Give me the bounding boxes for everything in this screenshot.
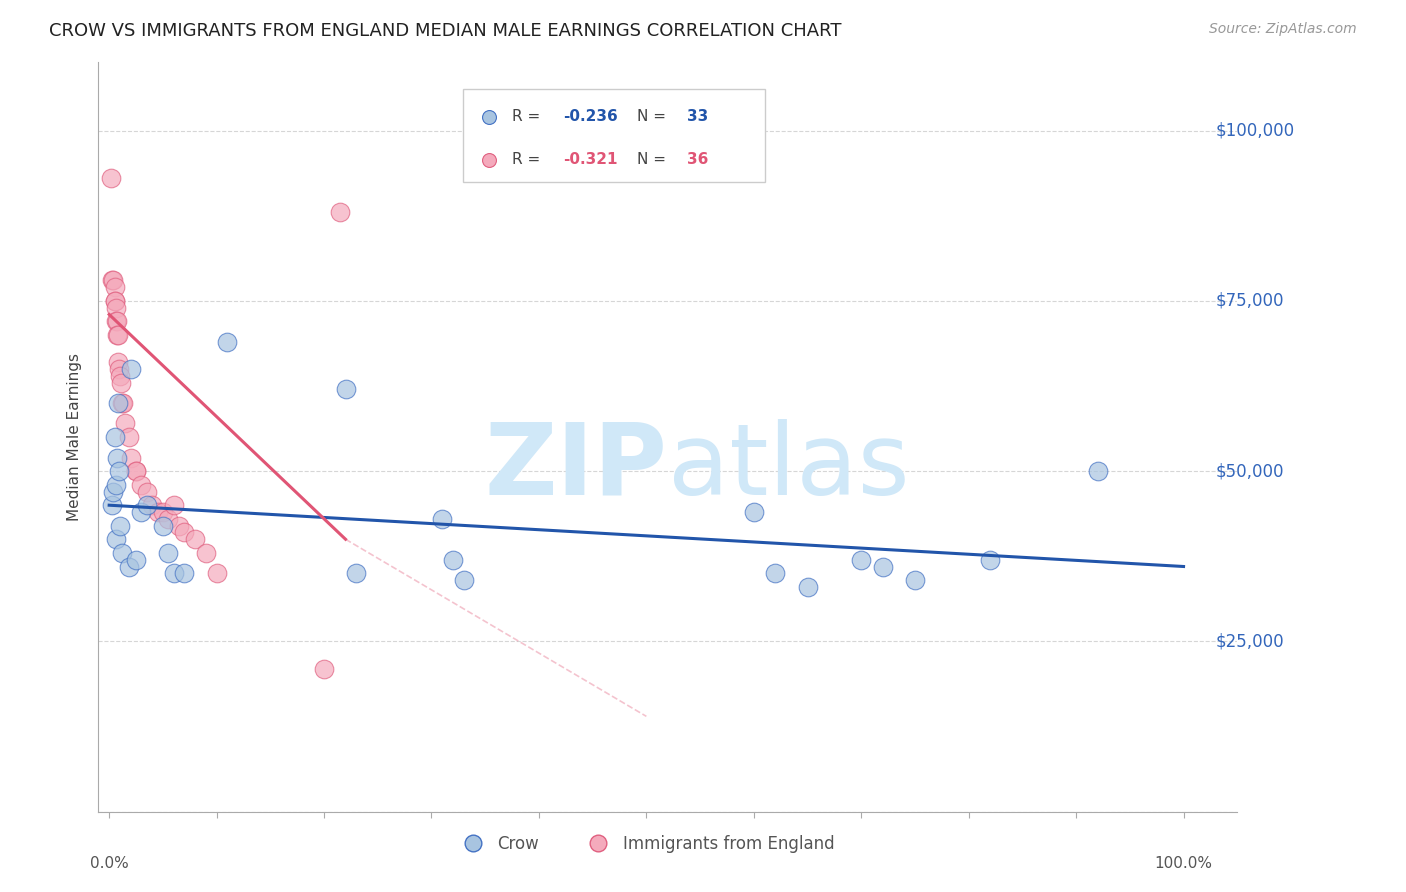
Text: N =: N = [637,109,671,124]
Text: $50,000: $50,000 [1216,462,1284,480]
Point [110,376,132,390]
Point [173,525,195,540]
Point [103,280,125,294]
Point [101,498,124,512]
Point [120,362,142,376]
Point [173,566,195,581]
Point [117,430,139,444]
Point [152,518,174,533]
Point [100,171,122,186]
Text: -0.236: -0.236 [562,109,617,124]
Point [184,533,207,547]
Point [103,273,125,287]
Text: -0.321: -0.321 [562,153,617,167]
Point [344,566,367,581]
Point [217,334,239,349]
Point [107,396,129,410]
Point [312,662,335,676]
Point [103,484,125,499]
Point [167,518,190,533]
Point [432,512,454,526]
Point [796,580,818,594]
Point [111,396,134,410]
Point [105,314,128,328]
Text: Source: ZipAtlas.com: Source: ZipAtlas.com [1209,22,1357,37]
Point [329,205,352,219]
Point [157,512,180,526]
Point [131,505,153,519]
Point [114,417,136,431]
Point [108,518,131,533]
Point [872,559,894,574]
Point [135,484,157,499]
Point [108,362,131,376]
Point [101,273,124,287]
Point [105,327,128,342]
Point [335,383,357,397]
Point [131,477,153,491]
Text: $25,000: $25,000 [1216,632,1285,650]
Text: $100,000: $100,000 [1216,121,1295,139]
Point [108,368,131,383]
Point [104,301,127,315]
Text: 0.0%: 0.0% [90,856,128,871]
Text: R =: R = [512,109,546,124]
Point [111,546,134,560]
Point [763,566,786,581]
Point [112,396,135,410]
Text: $75,000: $75,000 [1216,292,1284,310]
Point [103,293,125,308]
Point [103,293,125,308]
Point [108,464,131,478]
Point [105,450,128,465]
Point [107,355,129,369]
Point [104,314,127,328]
Text: N =: N = [637,153,671,167]
Point [205,566,228,581]
Point [453,573,475,587]
Point [441,552,464,566]
Legend: Crow, Immigrants from England: Crow, Immigrants from England [450,829,841,860]
Text: 36: 36 [688,153,709,167]
Text: 33: 33 [688,109,709,124]
Text: CROW VS IMMIGRANTS FROM ENGLAND MEDIAN MALE EARNINGS CORRELATION CHART: CROW VS IMMIGRANTS FROM ENGLAND MEDIAN M… [49,22,842,40]
Point [162,498,184,512]
Point [104,533,127,547]
Point [1087,464,1109,478]
Point [157,546,180,560]
Point [194,546,217,560]
Point [107,327,129,342]
Point [851,552,873,566]
Point [104,477,127,491]
Text: ZIP: ZIP [485,418,668,516]
FancyBboxPatch shape [463,88,765,182]
Point [162,566,184,581]
Point [135,498,157,512]
Point [979,552,1001,566]
Text: R =: R = [512,153,546,167]
Point [742,505,765,519]
Text: atlas: atlas [668,418,910,516]
Point [103,430,125,444]
Text: 100.0%: 100.0% [1154,856,1212,871]
Point [117,559,139,574]
Point [120,450,142,465]
Point [125,464,148,478]
Point [152,505,174,519]
Y-axis label: Median Male Earnings: Median Male Earnings [67,353,83,521]
Point [904,573,927,587]
Point [125,552,148,566]
Point [141,498,163,512]
Point [146,505,169,519]
Point [125,464,148,478]
